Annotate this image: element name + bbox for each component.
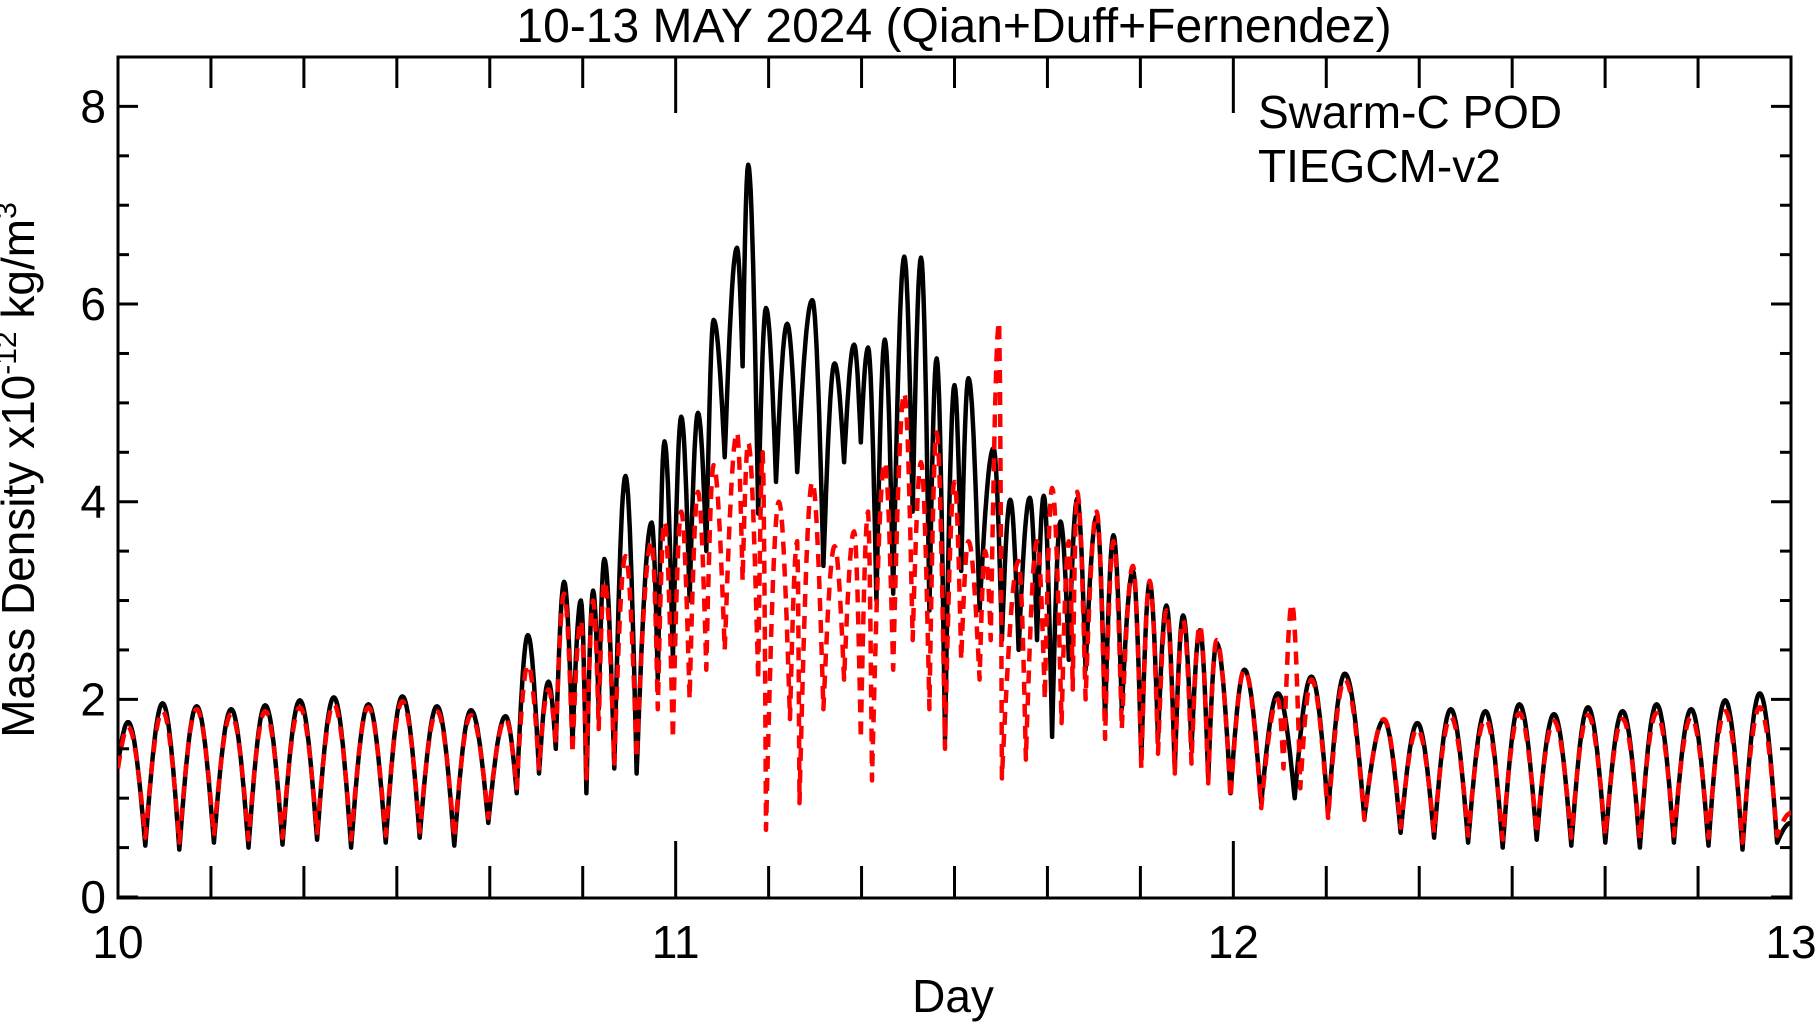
x-tick-label-10: 10	[92, 916, 143, 968]
y-axis-label: Mass Density x10-12 kg/m3	[0, 202, 44, 738]
x-tick-label-13: 13	[1765, 916, 1816, 968]
y-tick-label-8: 8	[80, 80, 106, 132]
series-tiegcm-v2-line	[118, 319, 1791, 845]
legend-item-tiegcm-v2: TIEGCM-v2	[1258, 140, 1501, 192]
series-swarm-c-pod-line	[118, 162, 1791, 852]
x-axis-label: Day	[912, 970, 994, 1022]
y-tick-label-6: 6	[80, 278, 106, 330]
chart-title: 10-13 MAY 2024 (Qian+Duff+Fernendez)	[516, 0, 1391, 53]
y-tick-label-4: 4	[80, 476, 106, 528]
legend-item-swarm-c-pod: Swarm-C POD	[1258, 86, 1562, 138]
y-tick-label-0: 0	[80, 871, 106, 923]
axis-ticks	[116, 57, 1793, 899]
x-axis-tick-labels: 10 11 12 13	[92, 916, 1816, 968]
x-tick-label-11: 11	[652, 916, 700, 968]
y-tick-label-2: 2	[80, 673, 106, 725]
y-axis-tick-labels: 0 2 4 6 8	[80, 80, 106, 923]
plot-frame	[116, 55, 1793, 900]
legend: Swarm-C POD TIEGCM-v2	[1258, 86, 1562, 192]
x-tick-label-12: 12	[1208, 916, 1259, 968]
